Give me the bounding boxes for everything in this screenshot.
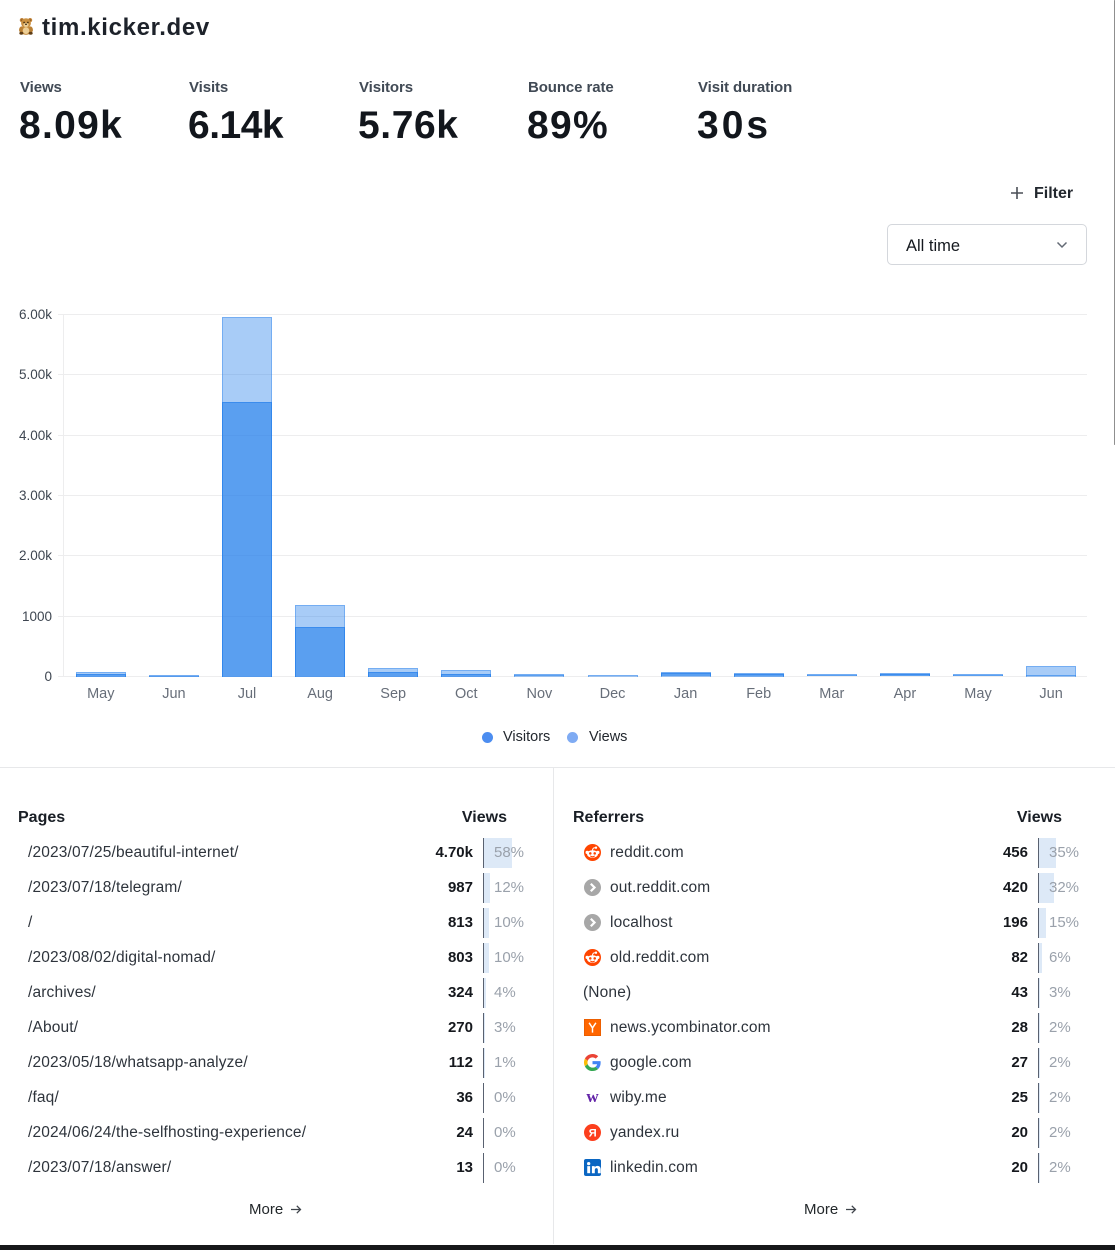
svg-text:Я: Я xyxy=(589,1127,597,1139)
